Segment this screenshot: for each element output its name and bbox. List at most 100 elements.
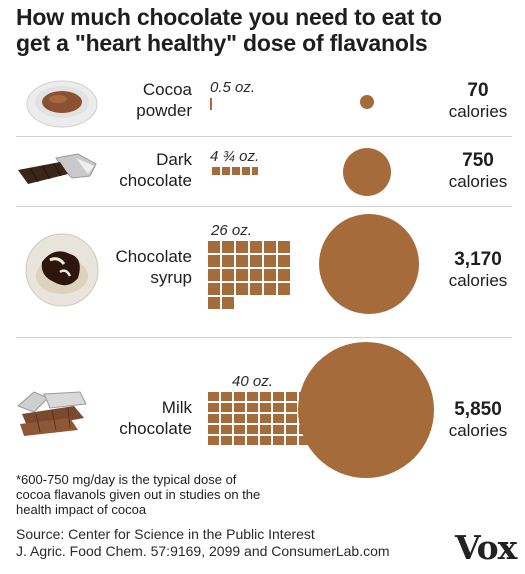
calorie-circle-chocolate-syrup [318,213,420,315]
calorie-label-cocoa-powder: 70 calories [440,80,516,122]
ounce-square [286,403,297,412]
ounce-square [208,392,219,401]
ounce-square [222,297,234,309]
ounce-square [234,414,245,423]
calorie-unit: calories [448,102,508,121]
source-credit: Source: Center for Science in the Public… [16,526,390,560]
row-label-line2: chocolate [119,419,192,438]
ounce-square [208,403,219,412]
row-label-line1: Cocoa [142,80,192,99]
ounce-square [264,255,276,267]
calorie-value: 70 [467,80,489,101]
ounce-square [234,403,245,412]
row-label-chocolate-syrup: Chocolate syrup [115,246,192,288]
ounce-square [208,297,220,309]
ounce-square [221,403,232,412]
divider-2 [16,206,512,207]
ounce-square [260,436,271,445]
ounce-square [208,414,219,423]
ounce-square [247,414,258,423]
footnote: *600-750 mg/day is the typical dose of c… [16,472,316,517]
ounce-square [260,403,271,412]
row-label-line2: syrup [150,268,192,287]
footnote-line-3: health impact of cocoa [16,502,147,517]
ounce-square [273,403,284,412]
ounce-square [250,241,262,253]
ounce-square [264,283,276,295]
ounce-square [252,167,258,175]
cocoa-powder-bowl-image [26,80,98,128]
ounce-square [234,425,245,434]
ounce-square [247,436,258,445]
footnote-line-2: cocoa flavanols given out in studies on … [16,487,261,502]
chocolate-syrup-dessert-image [25,233,99,307]
row-label-milk-chocolate: Milk chocolate [119,397,192,439]
vox-logo: Vox [455,528,517,567]
ounces-label-cocoa-powder: 0.5 oz. [210,79,256,96]
ounce-square [278,283,290,295]
divider-3 [16,337,512,338]
footnote-line-1: *600-750 mg/day is the typical dose of [16,472,237,487]
calorie-value: 3,170 [454,249,502,270]
ounce-square [234,436,245,445]
ounce-square [208,255,220,267]
source-line-2: J. Agric. Food Chem. 57:9169, 2099 and C… [16,543,390,559]
ounce-square [278,241,290,253]
ounce-square [234,392,245,401]
ounce-square [208,436,219,445]
ounce-square [278,255,290,267]
ounce-square [222,255,234,267]
ounce-square [273,425,284,434]
ounce-square [221,436,232,445]
ounce-square [208,425,219,434]
ounce-square [250,255,262,267]
divider-1 [16,136,512,137]
ounce-square [260,425,271,434]
ounce-square [250,269,262,281]
row-label-line2: chocolate [119,171,192,190]
ounce-square [247,403,258,412]
ounce-square [236,269,248,281]
calorie-value: 750 [462,150,494,171]
milk-chocolate-pieces-image [17,391,87,436]
ounce-square [286,392,297,401]
calorie-unit: calories [448,271,508,290]
ounce-square [222,283,234,295]
ounce-square [250,283,262,295]
row-label-line1: Chocolate [115,247,192,266]
calorie-circle-dark-chocolate [342,147,392,197]
row-label-line1: Dark [156,150,192,169]
calorie-unit: calories [448,421,508,440]
ounce-square [242,167,250,175]
calorie-circle-cocoa-powder [359,94,375,110]
ounce-square [208,241,220,253]
calorie-label-milk-chocolate: 5,850 calories [440,399,516,441]
ounces-label-dark-chocolate: 4 ¾ oz. [210,148,260,165]
title-line-2: get a "heart healthy" dose of flavanols [16,30,428,56]
ounce-square [236,241,248,253]
ounce-square [264,241,276,253]
dark-chocolate-bar-image [18,153,97,184]
row-label-dark-chocolate: Dark chocolate [119,149,192,191]
ounce-square [273,414,284,423]
ounce-square [232,167,240,175]
ounce-square [247,425,258,434]
ounce-square [221,425,232,434]
source-line-1: Source: Center for Science in the Public… [16,526,315,542]
ounce-square [260,414,271,423]
ounce-square [208,283,220,295]
ounce-square [286,436,297,445]
row-label-line2: powder [136,101,192,120]
ounce-square [212,167,220,175]
ounce-square [236,255,248,267]
title-line-1: How much chocolate you need to eat to [16,4,442,30]
ounces-label-chocolate-syrup: 26 oz. [211,222,252,239]
calorie-value: 5,850 [454,399,502,420]
ounce-square [247,392,258,401]
ounce-square [260,392,271,401]
ounce-square [273,392,284,401]
calorie-label-chocolate-syrup: 3,170 calories [440,249,516,291]
calorie-unit: calories [448,172,508,191]
ounce-square [264,269,276,281]
ounce-square [286,425,297,434]
